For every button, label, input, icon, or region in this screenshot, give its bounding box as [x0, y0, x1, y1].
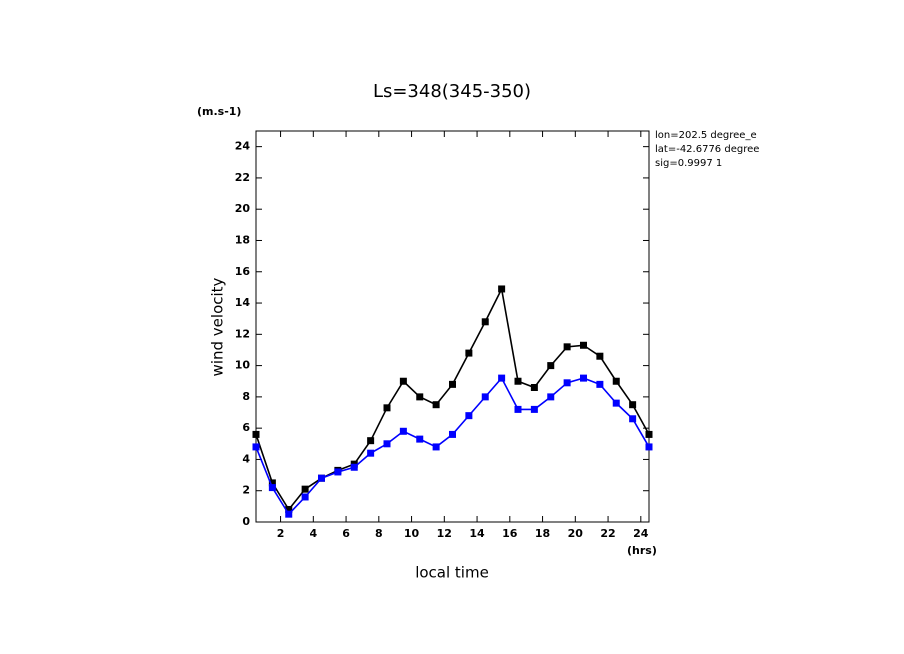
data-point [301, 485, 309, 493]
data-point [629, 415, 637, 423]
data-point [645, 430, 653, 438]
x-tick-label: 22 [600, 527, 615, 540]
data-point [383, 440, 391, 448]
data-point [596, 380, 604, 388]
x-tick-label: 10 [404, 527, 420, 540]
data-point [645, 443, 653, 451]
y-tick-label: 20 [235, 202, 251, 215]
y-tick-label: 18 [235, 233, 250, 246]
data-point [514, 377, 522, 385]
annotation: lon=202.5 degree_e [655, 130, 757, 141]
data-point [334, 468, 342, 476]
data-point [612, 377, 620, 385]
x-tick-label: 8 [375, 527, 383, 540]
x-tick-label: 24 [633, 527, 649, 540]
x-tick-label: 16 [502, 527, 518, 540]
data-point [301, 493, 309, 501]
y-unit: (m.s-1) [197, 105, 241, 118]
data-point [481, 393, 489, 401]
data-point [449, 380, 456, 388]
data-point [547, 362, 555, 370]
annotation: lat=-42.6776 degree [655, 144, 759, 155]
data-point [318, 474, 325, 482]
data-point [498, 374, 506, 382]
data-point [268, 484, 276, 492]
data-point [547, 393, 555, 401]
data-point [416, 435, 424, 443]
y-tick-label: 8 [242, 390, 250, 403]
data-point [563, 343, 571, 351]
x-tick-label: 6 [342, 527, 350, 540]
series-line [255, 286, 650, 511]
data-point [367, 437, 375, 445]
y-tick-label: 24 [235, 140, 251, 153]
y-tick-label: 12 [235, 327, 250, 340]
x-tick-label: 14 [469, 527, 485, 540]
data-point [612, 399, 620, 407]
y-tick-label: 16 [235, 265, 251, 278]
data-point [514, 405, 522, 413]
data-point [498, 285, 506, 293]
y-tick-label: 6 [242, 421, 250, 434]
data-point [285, 505, 293, 513]
plot-frame [255, 130, 650, 523]
x-tick-label: 4 [309, 527, 317, 540]
data-point [432, 443, 440, 451]
data-point [350, 463, 358, 471]
data-point [563, 379, 571, 387]
data-point [596, 352, 604, 360]
annotation: sig=0.9997 1 [655, 158, 722, 169]
x-tick-label: 12 [437, 527, 452, 540]
y-axis-label: wind velocity [209, 277, 227, 376]
data-point [629, 401, 637, 409]
y-tick-label: 10 [235, 359, 251, 372]
data-point [481, 318, 489, 326]
y-tick-label: 14 [235, 296, 251, 309]
data-point [465, 412, 473, 420]
data-point [252, 430, 260, 438]
x-tick-label: 18 [535, 527, 550, 540]
data-point [465, 349, 473, 357]
data-point [367, 449, 375, 457]
y-tick-label: 0 [242, 515, 250, 528]
data-point [530, 383, 538, 391]
x-axis-label: local time [415, 564, 489, 582]
data-point [416, 393, 424, 401]
y-tick-label: 4 [242, 452, 250, 465]
data-point [268, 479, 276, 487]
data-point [399, 377, 407, 385]
data-point [530, 405, 538, 413]
data-point [580, 374, 587, 382]
chart-title: Ls=348(345-350) [373, 81, 531, 102]
y-tick-label: 22 [235, 171, 250, 184]
data-point [432, 401, 440, 409]
data-point [285, 510, 293, 518]
x-tick-label: 2 [277, 527, 285, 540]
data-point [252, 443, 260, 451]
data-point [399, 427, 407, 435]
data-point [580, 341, 587, 349]
data-point [449, 430, 456, 438]
series-line [255, 376, 650, 516]
data-point [383, 404, 391, 412]
x-tick-label: 20 [568, 527, 584, 540]
x-unit: (hrs) [627, 544, 657, 557]
y-tick-label: 2 [242, 484, 250, 497]
